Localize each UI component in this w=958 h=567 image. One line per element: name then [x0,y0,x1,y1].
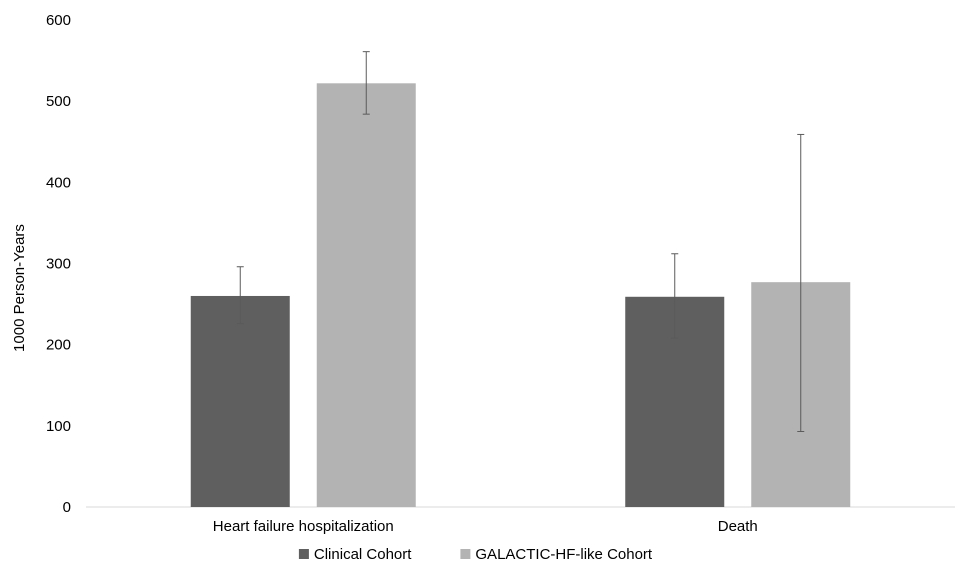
legend-swatch [298,549,309,559]
legend: Clinical Cohort GALACTIC-HF-like Cohort [298,546,653,563]
y-tick-label: 600 [46,12,71,29]
y-tick-label: 200 [46,337,71,354]
legend-label: GALACTIC-HF-like Cohort [475,546,653,563]
bars-group [190,83,851,507]
category-label: Heart failure hospitalization [213,518,394,535]
y-tick-label: 100 [46,418,71,435]
y-tick-label: 0 [63,499,71,516]
legend-label: Clinical Cohort [314,546,412,563]
error-bars-group [236,51,805,433]
x-axis-labels: Heart failure hospitalization Death [213,518,758,535]
y-tick-label: 300 [46,256,71,273]
bar-clinical-0 [190,295,290,507]
bar-galactic-0 [316,83,416,507]
y-tick-label: 500 [46,93,71,110]
y-tick-label: 400 [46,174,71,191]
y-axis-title: 1000 Person-Years [11,224,28,352]
y-axis: 0 100 200 300 400 500 600 [46,12,71,516]
legend-swatch [460,549,471,559]
category-label: Death [718,518,758,535]
